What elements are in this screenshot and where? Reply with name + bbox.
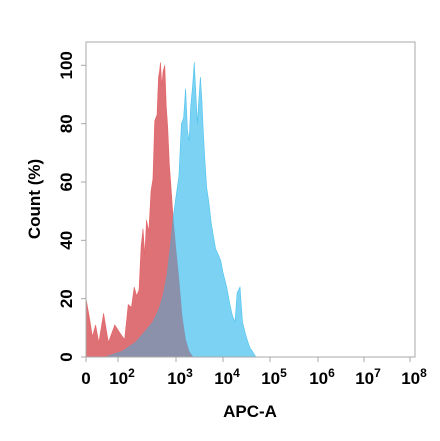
x-tick-label: 107 xyxy=(355,366,381,388)
y-tick-label: 20 xyxy=(57,289,76,308)
x-tick-label: 0 xyxy=(81,369,90,388)
x-tick-label: 103 xyxy=(167,366,193,388)
x-tick-label: 105 xyxy=(261,366,287,388)
histogram-series-2 xyxy=(86,62,257,358)
x-axis-title: APC-A xyxy=(223,402,277,421)
y-tick-label: 40 xyxy=(57,231,76,250)
y-tick-label: 80 xyxy=(57,114,76,133)
x-tick-label: 106 xyxy=(309,366,335,388)
x-axis-ticks: 0 102 103 104 105 106 107 108 xyxy=(81,357,427,388)
x-tick-label: 102 xyxy=(109,366,135,388)
y-tick-label: 60 xyxy=(57,173,76,192)
y-axis-ticks: 0 20 40 60 80 100 xyxy=(57,51,86,362)
overlap-tint xyxy=(86,62,193,358)
series-layer xyxy=(85,62,257,358)
x-tick-label: 108 xyxy=(401,366,427,388)
y-tick-label: 0 xyxy=(57,352,76,361)
y-axis-title: Count (%) xyxy=(25,159,44,239)
y-tick-label: 100 xyxy=(57,51,76,79)
plot-frame xyxy=(85,41,416,358)
x-tick-label: 104 xyxy=(214,366,240,388)
